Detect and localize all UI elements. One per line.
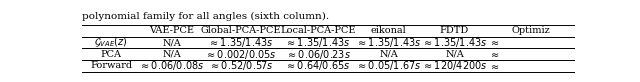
Text: $\approx 0.06/0.23s$: $\approx 0.06/0.23s$ (285, 48, 351, 61)
Text: polynomial family for all angles (sixth column).: polynomial family for all angles (sixth … (83, 12, 330, 21)
Text: $\approx 0.52/0.57s$: $\approx 0.52/0.57s$ (209, 59, 273, 72)
Text: N/A: N/A (445, 50, 464, 59)
Text: $\approx 1.35/1.43s$: $\approx 1.35/1.43s$ (209, 36, 274, 49)
Text: $\approx$: $\approx$ (489, 37, 500, 47)
Text: $\approx$: $\approx$ (489, 61, 500, 71)
Text: $\approx$: $\approx$ (489, 49, 500, 59)
Text: $\approx 0.05/1.67s$: $\approx 0.05/1.67s$ (356, 59, 422, 72)
Text: $\approx 0.002/0.05s$: $\approx 0.002/0.05s$ (205, 48, 277, 61)
Text: N/A: N/A (163, 50, 181, 59)
Text: $\approx 1.35/1.43s$: $\approx 1.35/1.43s$ (422, 36, 487, 49)
Text: VAE-PCE: VAE-PCE (149, 26, 195, 35)
Text: $\approx 120/4200s$: $\approx 120/4200s$ (422, 59, 487, 72)
Text: N/A: N/A (380, 50, 398, 59)
Text: $\approx 0.64/0.65s$: $\approx 0.64/0.65s$ (285, 59, 351, 72)
Text: eikonal: eikonal (371, 26, 406, 35)
Text: $\approx 1.35/1.43s$: $\approx 1.35/1.43s$ (285, 36, 351, 49)
Text: $\mathcal{G}_{VAE}(z)$: $\mathcal{G}_{VAE}(z)$ (94, 36, 128, 49)
Text: $\approx 0.06/0.08s$: $\approx 0.06/0.08s$ (139, 59, 205, 72)
Text: FDTD: FDTD (440, 26, 469, 35)
Text: $\approx 1.35/1.43s$: $\approx 1.35/1.43s$ (356, 36, 422, 49)
Text: Forward: Forward (90, 61, 132, 70)
Text: Local-PCA-PCE: Local-PCA-PCE (280, 26, 356, 35)
Text: Optimiz: Optimiz (512, 26, 551, 35)
Text: N/A: N/A (163, 38, 181, 47)
Text: Global-PCA-PCE: Global-PCA-PCE (201, 26, 282, 35)
Text: PCA: PCA (100, 50, 122, 59)
